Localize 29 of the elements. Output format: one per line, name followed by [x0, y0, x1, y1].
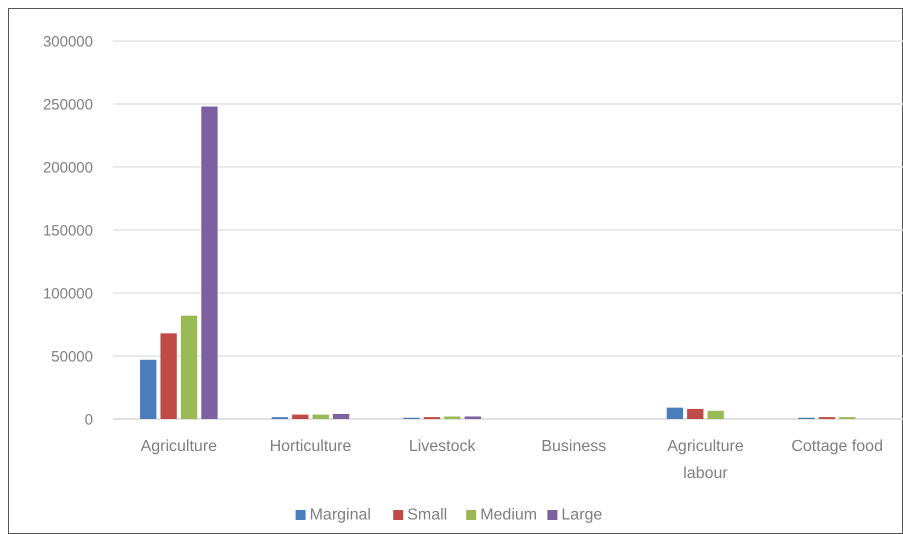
- x-tick-label: Cottage food: [791, 438, 883, 455]
- y-tick-label: 0: [84, 411, 93, 428]
- y-tick-label: 200000: [42, 159, 93, 176]
- bar: [180, 316, 198, 419]
- bar: [292, 414, 308, 419]
- bar: [666, 408, 684, 419]
- bar: [140, 360, 156, 419]
- legend-label: Large: [561, 506, 602, 524]
- y-tick-label: 250000: [42, 96, 93, 114]
- x-tick-label: Horticulture: [270, 438, 352, 455]
- bar: [332, 414, 350, 419]
- y-tick-label: 50000: [51, 348, 93, 366]
- bar: [464, 416, 481, 419]
- y-tick-label: 300000: [42, 33, 93, 50]
- bar: [160, 333, 177, 419]
- legend-label: Medium: [480, 506, 538, 524]
- x-tick-label: Agriculture labour: [667, 438, 744, 482]
- y-tick-label: 150000: [42, 222, 93, 240]
- x-tick-label: Business: [541, 438, 606, 455]
- x-tick-label: Agriculture: [140, 438, 218, 455]
- bar: [312, 414, 329, 419]
- legend-label: Small: [407, 506, 448, 524]
- y-tick-label: 100000: [42, 285, 93, 302]
- legend-label: Marginal: [310, 506, 371, 524]
- bar: [201, 106, 218, 419]
- bar: [708, 410, 724, 419]
- bar: [444, 416, 461, 419]
- x-tick-label: Livestock: [408, 438, 477, 455]
- bar: [687, 408, 704, 419]
